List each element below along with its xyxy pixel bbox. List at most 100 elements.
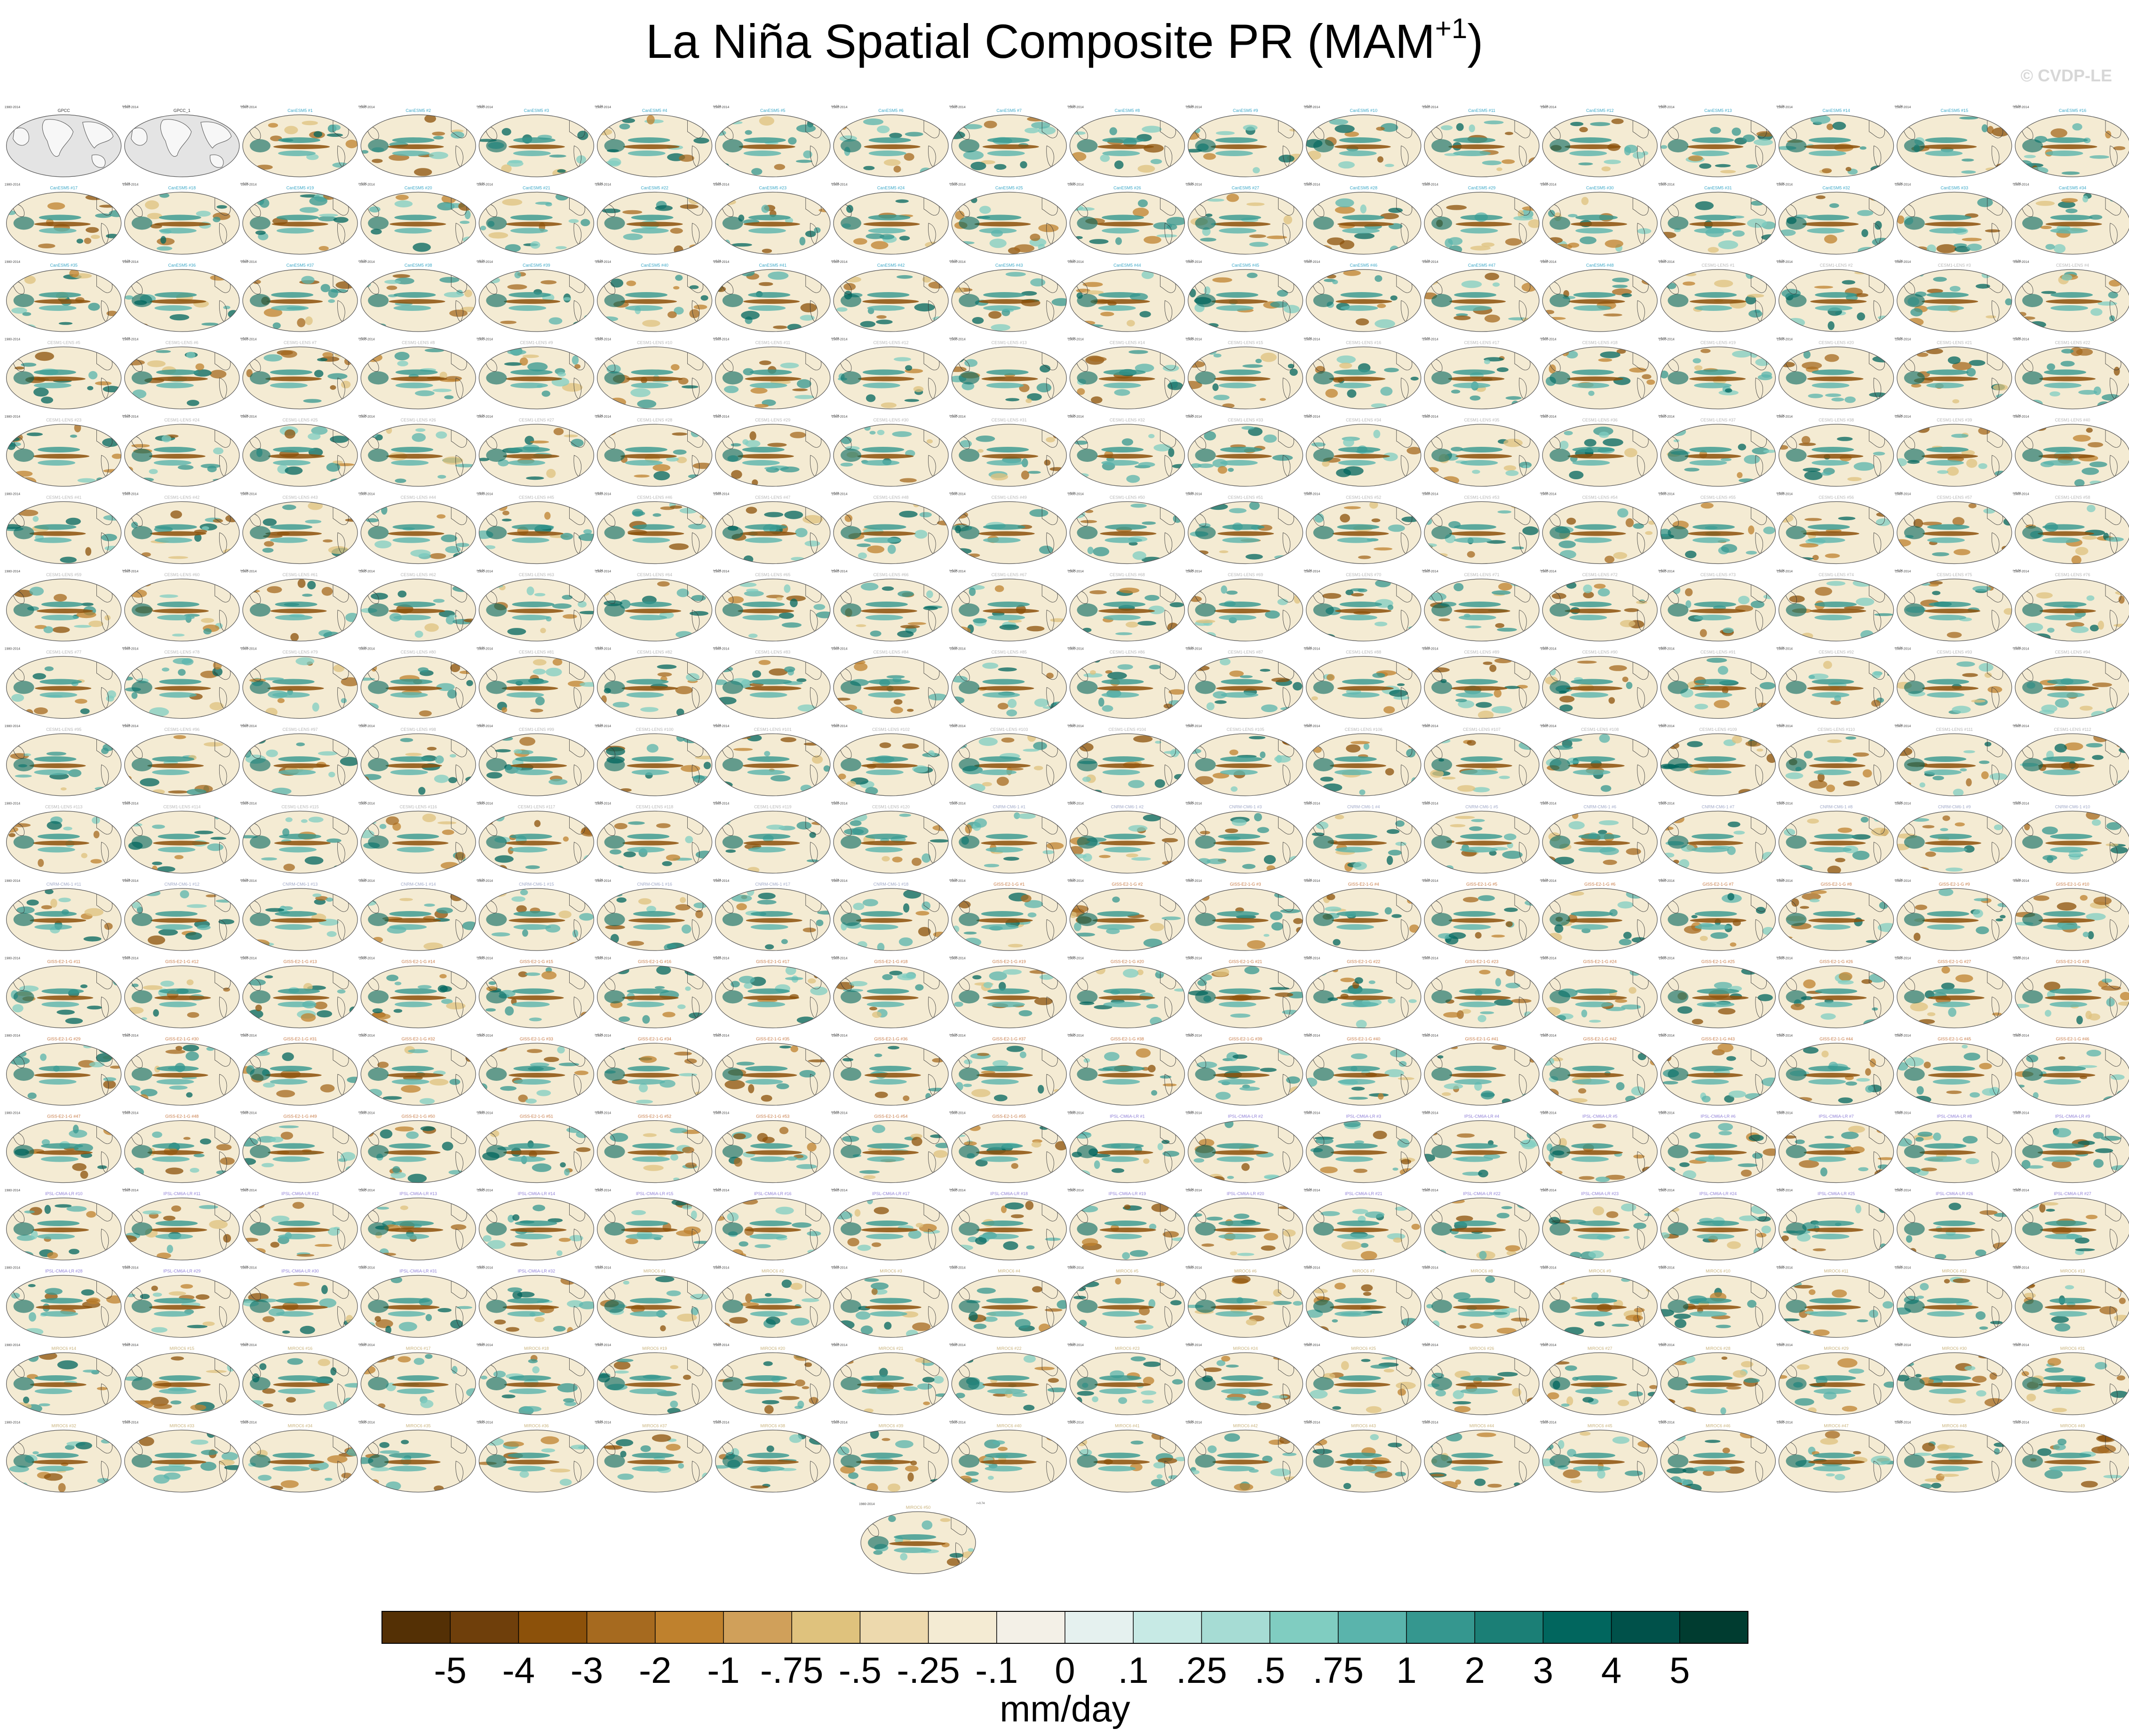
map-outline bbox=[242, 191, 358, 255]
panel-corr-label: r=0.74 bbox=[1895, 105, 1903, 108]
panel-period-label: 1980-2014 bbox=[1895, 106, 1911, 109]
panel-title: CanESM5 #16 bbox=[2059, 108, 2087, 113]
equatorial-dry-band bbox=[1097, 222, 1154, 227]
equatorial-dry-band bbox=[1455, 222, 1512, 227]
panel-title: CanESM5 #14 bbox=[1822, 108, 1850, 113]
panel-title: CanESM5 #6 bbox=[878, 108, 904, 113]
panel-period-label: 1980-2014 bbox=[832, 106, 848, 109]
panel-period-label: 1980-2014 bbox=[596, 261, 612, 264]
map-outline bbox=[6, 191, 122, 255]
panel-title: CanESM5 #31 bbox=[1704, 186, 1732, 190]
panel-corr-label: r=0.74 bbox=[1185, 183, 1194, 186]
equatorial-dry-band bbox=[1334, 144, 1391, 149]
equatorial-dry-band bbox=[1920, 144, 1977, 149]
panel-title: CanESM5 #34 bbox=[2059, 186, 2087, 190]
colorbar-tick-label: -1 bbox=[707, 1649, 739, 1691]
colorbar-swatch bbox=[518, 1611, 588, 1643]
map-outline bbox=[1897, 114, 2012, 177]
panel-title: CanESM5 #13 bbox=[1704, 108, 1732, 113]
equatorial-dry-band bbox=[34, 299, 91, 304]
colorbar-swatch bbox=[655, 1611, 724, 1643]
equatorial-dry-band bbox=[1687, 144, 1744, 149]
equatorial-dry-band bbox=[389, 222, 446, 227]
panel-corr-label: r=0.74 bbox=[1776, 105, 1785, 108]
map-outline bbox=[1424, 191, 1540, 255]
panel-corr-label: r=0.74 bbox=[477, 183, 485, 186]
panel-title: CanESM5 #21 bbox=[523, 186, 550, 190]
equatorial-dry-band bbox=[974, 222, 1031, 227]
panel-title: CanESM5 #4 bbox=[642, 108, 667, 113]
colorbar-tick-label: -.1 bbox=[975, 1649, 1018, 1691]
panel-period-label: 1980-2014 bbox=[714, 106, 730, 109]
panel-title: CanESM5 #11 bbox=[1468, 108, 1495, 113]
map-outline bbox=[1542, 191, 1658, 255]
panel-title: CanESM5 #5 bbox=[760, 108, 786, 113]
map-outline bbox=[1306, 114, 1422, 177]
panel-title: CanESM5 #9 bbox=[1233, 108, 1258, 113]
colorbar-swatch bbox=[1406, 1611, 1475, 1643]
colorbar-tick-label: 4 bbox=[1601, 1649, 1621, 1691]
panel-corr-label: r=0.74 bbox=[477, 260, 485, 263]
colorbar-tick-label: 5 bbox=[1669, 1649, 1690, 1691]
equatorial-dry-band bbox=[1449, 299, 1506, 304]
map-outline bbox=[478, 191, 595, 255]
map-outline bbox=[951, 191, 1067, 255]
panel-corr-label: r=0.74 bbox=[1658, 183, 1667, 186]
equatorial-dry-band bbox=[863, 222, 920, 227]
panel-title: CanESM5 #42 bbox=[877, 263, 905, 268]
map-outline bbox=[1188, 269, 1303, 332]
panel-corr-label: r=0.74 bbox=[1540, 105, 1549, 108]
map-outline bbox=[1188, 114, 1303, 177]
panel-title: CanESM5 #36 bbox=[168, 263, 196, 268]
equatorial-dry-band bbox=[1689, 222, 1746, 227]
panel-period-label: 1980-2014 bbox=[477, 261, 493, 264]
map-outline bbox=[833, 269, 949, 332]
map-outline bbox=[124, 191, 240, 255]
equatorial-dry-band bbox=[626, 222, 683, 227]
panel-period-label: 1980-2014 bbox=[2013, 183, 2029, 187]
map-outline bbox=[715, 114, 831, 177]
equatorial-dry-band bbox=[1924, 222, 1981, 227]
panel-corr-label: r=0.74 bbox=[358, 260, 367, 263]
equatorial-dry-band bbox=[508, 144, 565, 149]
map-outline bbox=[360, 269, 476, 332]
map-outline bbox=[596, 114, 713, 177]
chart-title-superscript: +1 bbox=[1435, 13, 1468, 44]
panel-title: CanESM5 #46 bbox=[1350, 263, 1378, 268]
colorbar-tick-label: -.25 bbox=[897, 1649, 960, 1691]
map-outline bbox=[1897, 191, 2012, 255]
panel-title: CanESM5 #3 bbox=[524, 108, 549, 113]
panel-period-label: 1980-2014 bbox=[359, 183, 375, 187]
panel-period-label: 1980-2014 bbox=[1068, 261, 1084, 264]
panel-period-label: 1980-2014 bbox=[950, 183, 966, 187]
colorbar-swatch bbox=[996, 1611, 1065, 1643]
panel-title: CanESM5 #35 bbox=[50, 263, 78, 268]
colorbar-tick-label: -3 bbox=[571, 1649, 603, 1691]
equatorial-dry-band bbox=[862, 299, 919, 304]
panel-corr-label: r=0.74 bbox=[1422, 183, 1430, 186]
panel-corr-label: r=0.74 bbox=[122, 105, 131, 108]
panel-period-label: 1980-2014 bbox=[359, 261, 375, 264]
panel-period-label: 1980-2014 bbox=[832, 183, 848, 187]
colorbar-tick-label: .5 bbox=[1255, 1649, 1285, 1691]
equatorial-dry-band bbox=[154, 222, 211, 227]
panel-corr-label: r=0.74 bbox=[1067, 105, 1076, 108]
panel-period-label: 1980-2014 bbox=[241, 261, 257, 264]
panel-corr-label: r=0.74 bbox=[831, 260, 840, 263]
equatorial-dry-band bbox=[1211, 299, 1268, 304]
equatorial-dry-band bbox=[266, 299, 323, 304]
equatorial-dry-band bbox=[620, 299, 677, 304]
equatorial-dry-band bbox=[2045, 222, 2102, 227]
panel-corr-label: r=0.74 bbox=[358, 105, 367, 108]
panel-period-label: 1980-2014 bbox=[1422, 183, 1438, 187]
panel-period-label: 1980-2014 bbox=[1777, 106, 1793, 109]
